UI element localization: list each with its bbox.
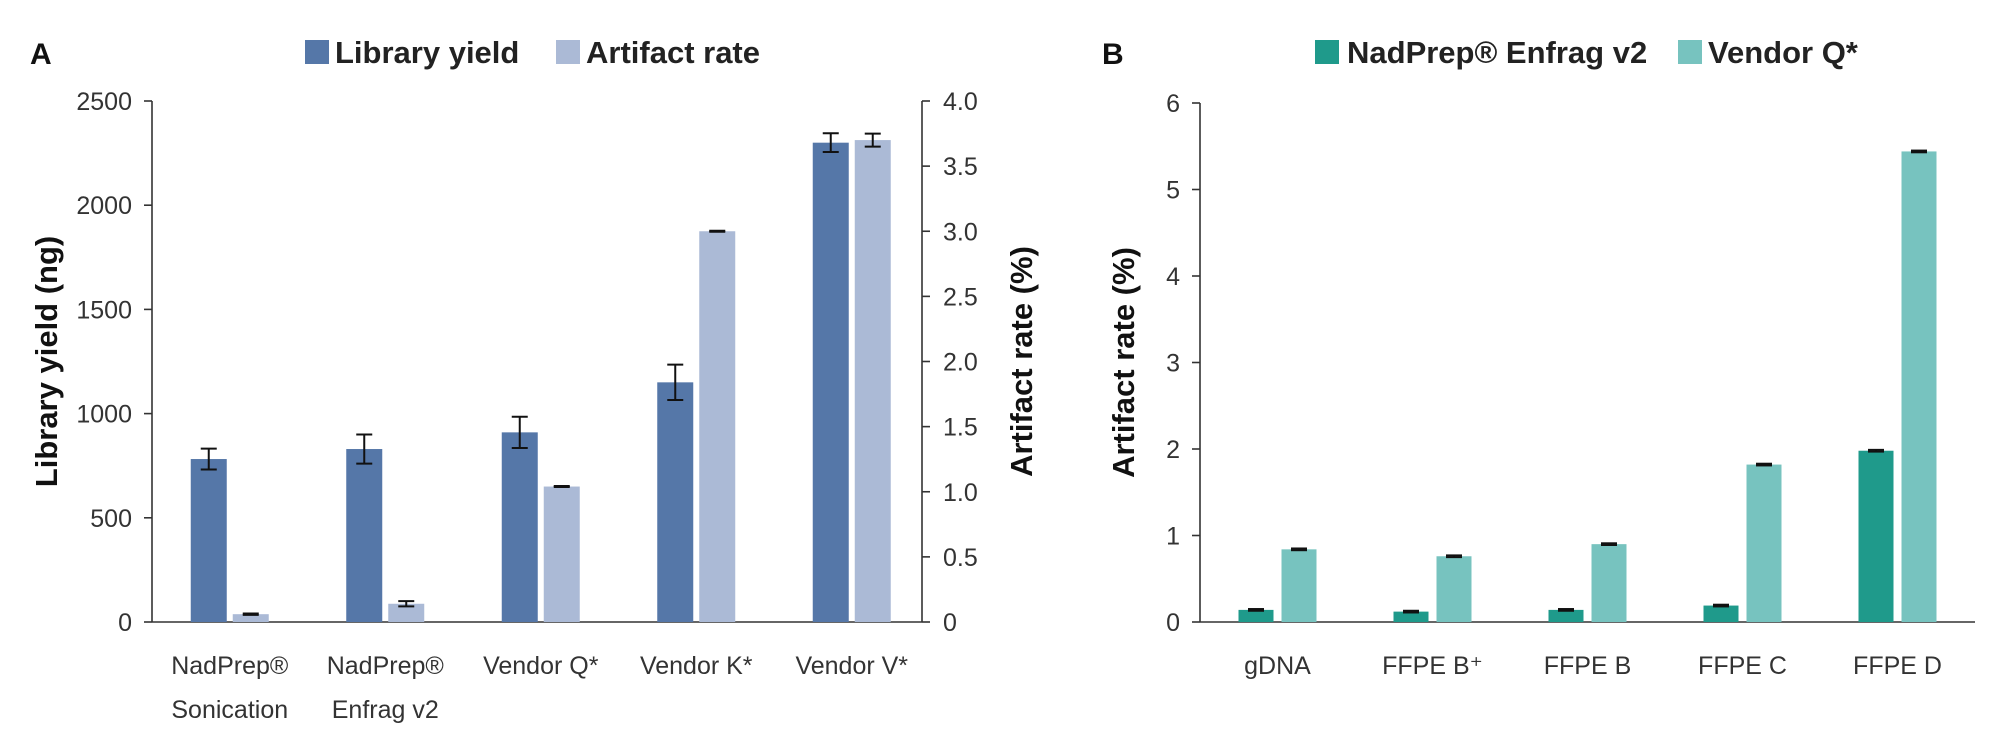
y-tick-label-left: 1000 <box>76 401 132 429</box>
x-category-label: Sonication <box>171 696 288 724</box>
panel-a: A Library yield Artifact rate 0 500 1000 1500 2… <box>29 35 1039 724</box>
bar-artifact-rate <box>543 486 580 622</box>
y-tick-label-left: 3 <box>1166 350 1180 378</box>
bar-library-yield <box>190 459 227 622</box>
legend-label-library-yield: Library yield <box>335 35 519 70</box>
legend-label-nadprep-enfrag-v2: NadPrep® Enfrag v2 <box>1347 35 1647 70</box>
bar-artifact-rate <box>854 140 891 622</box>
legend-swatch-vendor-q <box>1678 40 1702 64</box>
y-tick-label-left: 1500 <box>76 296 132 324</box>
y-tick-label-left: 4 <box>1166 263 1180 291</box>
panel-letter-a: A <box>30 38 52 71</box>
y-tick-label-right: 3.0 <box>943 218 978 246</box>
legend-swatch-library-yield <box>305 40 329 64</box>
bar-artifact-rate <box>388 603 425 622</box>
bar-library-yield <box>657 382 694 622</box>
y-tick-label-left: 500 <box>90 505 132 533</box>
bar-nadprep-enfrag-v2 <box>1393 611 1429 622</box>
y-tick-label-left: 0 <box>118 609 132 637</box>
y-tick-label-right: 0.5 <box>943 544 978 572</box>
x-category-label: FFPE C <box>1698 652 1787 680</box>
bar-vendor-q <box>1281 549 1317 622</box>
bar-artifact-rate <box>232 614 269 622</box>
panel-b: B NadPrep® Enfrag v2 Vendor Q* 0 1 2 3 4 5 6 Artif… <box>1102 35 1975 680</box>
x-category-label: NadPrep® <box>327 652 445 680</box>
y-tick-label-left: 1 <box>1166 523 1180 551</box>
bar-vendor-q <box>1901 151 1937 622</box>
y-tick-label-right: 1.0 <box>943 479 978 507</box>
x-category-label: Vendor K* <box>640 652 753 680</box>
y-tick-label-right: 1.5 <box>943 414 978 442</box>
y-tick-label-right: 3.5 <box>943 153 978 181</box>
y-tick-label-left: 5 <box>1166 177 1180 205</box>
bar-library-yield <box>812 142 849 622</box>
x-category-label: NadPrep® <box>171 652 289 680</box>
y-tick-label-left: 2 <box>1166 436 1180 464</box>
y-tick-label-right: 2.5 <box>943 283 978 311</box>
bar-library-yield <box>346 449 383 622</box>
panel-letter-b: B <box>1102 38 1124 71</box>
x-category-label: Vendor Q* <box>483 652 599 680</box>
bar-library-yield <box>501 432 538 622</box>
bar-nadprep-enfrag-v2 <box>1703 605 1739 622</box>
x-category-label: FFPE D <box>1853 652 1942 680</box>
y-tick-label-left: 6 <box>1166 90 1180 118</box>
y-axis-left-title: Library yield (ng) <box>29 236 64 487</box>
legend-label-vendor-q: Vendor Q* <box>1708 35 1859 70</box>
bar-nadprep-enfrag-v2 <box>1238 609 1274 622</box>
x-category-label: FFPE B <box>1544 652 1632 680</box>
x-category-label: Vendor V* <box>795 652 908 680</box>
x-category-label: Enfrag v2 <box>332 696 439 724</box>
y-tick-label-left: 2500 <box>76 88 132 116</box>
y-tick-label-right: 2.0 <box>943 349 978 377</box>
legend-label-artifact-rate: Artifact rate <box>586 35 760 70</box>
legend-swatch-artifact-rate <box>556 40 580 64</box>
bar-vendor-q <box>1746 464 1782 622</box>
legend-swatch-nadprep-enfrag-v2 <box>1315 40 1339 64</box>
bar-nadprep-enfrag-v2 <box>1858 450 1894 622</box>
x-category-label: FFPE B⁺ <box>1382 652 1483 680</box>
y-tick-label-right: 4.0 <box>943 88 978 116</box>
y-axis-left-title: Artifact rate (%) <box>1106 247 1141 478</box>
y-tick-label-left: 2000 <box>76 192 132 220</box>
bar-vendor-q <box>1591 544 1627 622</box>
bar-nadprep-enfrag-v2 <box>1548 609 1584 622</box>
bar-vendor-q <box>1436 556 1472 622</box>
x-category-label: gDNA <box>1244 652 1311 680</box>
y-tick-label-left: 0 <box>1166 609 1180 637</box>
y-axis-right-title: Artifact rate (%) <box>1004 246 1039 477</box>
bar-artifact-rate <box>699 231 736 622</box>
y-tick-label-right: 0 <box>943 609 957 637</box>
